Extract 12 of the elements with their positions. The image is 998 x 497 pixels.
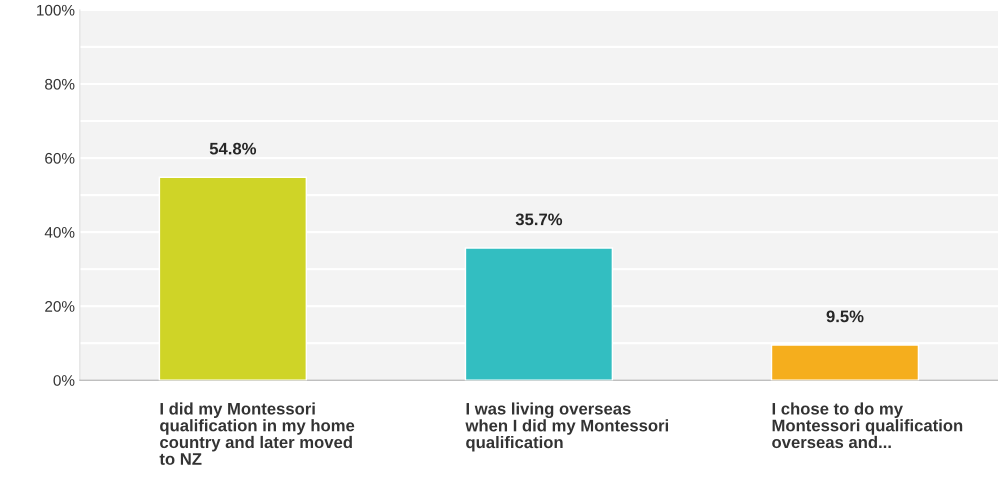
y-tick-label: 100% — [37, 4, 74, 16]
x-tick-label: I did my Montessori qualification in my home country and later moved to NZ — [160, 402, 354, 465]
y-tick-label: 60% — [45, 152, 74, 164]
data-label: 35.7% — [516, 213, 562, 226]
x-tick-label: I chose to do my Montessori qualification overseas and... — [772, 402, 962, 448]
y-tick-label: 40% — [44, 226, 74, 238]
data-label: 54.8% — [210, 142, 256, 155]
y-tick-label: 80% — [45, 78, 74, 90]
y-tick-label: 20% — [45, 301, 74, 312]
x-tick-label: I was living overseas when I did my Montessori qualification — [465, 402, 668, 452]
y-tick-label: 0% — [53, 375, 74, 386]
data-label: 9.5% — [826, 310, 864, 322]
